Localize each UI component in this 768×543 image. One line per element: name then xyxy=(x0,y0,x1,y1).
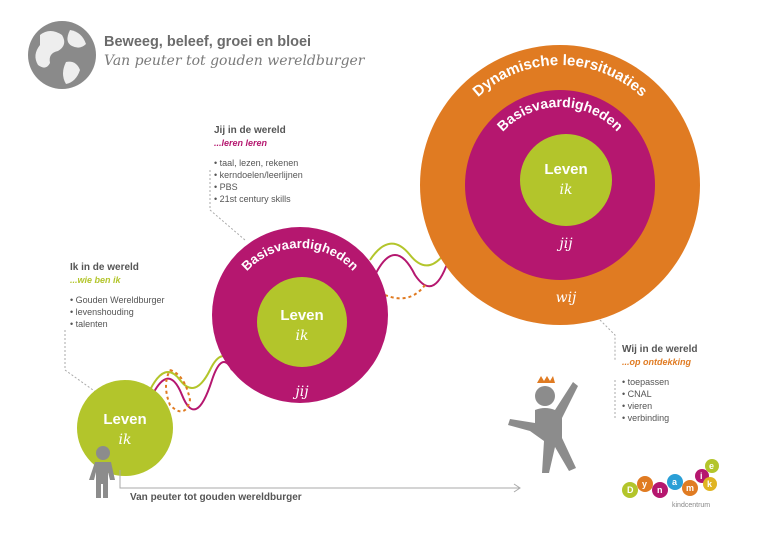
svg-text:n: n xyxy=(657,485,663,495)
ik-label-small: ik xyxy=(119,432,132,448)
page-title: Beweeg, beleef, groei en bloei xyxy=(104,34,312,50)
jumping-child-icon xyxy=(508,376,578,473)
svg-text:i: i xyxy=(700,471,703,481)
bottom-label: Van peuter tot gouden wereldburger xyxy=(130,492,302,503)
block-jij-sub: ...leren leren xyxy=(214,138,268,148)
jij-label-mid: jij xyxy=(292,384,309,400)
wij-label: wij xyxy=(556,290,577,306)
logo-subtitle: kindcentrum xyxy=(672,502,711,509)
list-item: kerndoelen/leerlijnen xyxy=(214,169,303,181)
circle-wij: Dynamische leersituaties Basisvaardighed… xyxy=(420,45,700,325)
jij-label-large: jij xyxy=(556,236,573,252)
circle-jij: Basisvaardigheden Leven ik jij xyxy=(212,227,388,403)
ik-label-large: ik xyxy=(560,182,573,198)
list-item: vieren xyxy=(622,400,697,412)
block-jij: Jij in de wereld ...leren leren taal, le… xyxy=(214,125,303,205)
block-wij-title: Wij in de wereld xyxy=(622,344,698,355)
svg-text:a: a xyxy=(672,477,678,487)
block-jij-title: Jij in de wereld xyxy=(214,125,286,136)
block-wij: Wij in de wereld ...op ontdekking toepas… xyxy=(622,344,697,424)
list-item: talenten xyxy=(70,318,165,330)
list-item: CNAL xyxy=(622,388,697,400)
block-ik-sub: ...wie ben ik xyxy=(70,275,121,285)
block-ik-title: Ik in de wereld xyxy=(70,262,139,273)
svg-text:y: y xyxy=(642,479,647,489)
bottom-arrow xyxy=(119,470,521,493)
ik-label-mid: ik xyxy=(296,328,309,344)
page-subtitle: Van peuter tot gouden wereldburger xyxy=(104,53,365,69)
list-item: levenshouding xyxy=(70,306,165,318)
globe-icon xyxy=(28,21,96,89)
child-silhouette-icon xyxy=(89,446,115,498)
list-item: Gouden Wereldburger xyxy=(70,294,165,306)
dynamiek-logo: D y n a m i e k xyxy=(622,459,719,498)
svg-text:k: k xyxy=(707,479,713,489)
svg-text:e: e xyxy=(709,461,714,471)
block-wij-sub: ...op ontdekking xyxy=(622,357,691,367)
list-item: taal, lezen, rekenen xyxy=(214,157,303,169)
leven-label-large: Leven xyxy=(544,161,587,178)
block-ik: Ik in de wereld ...wie ben ik Gouden Wer… xyxy=(70,262,165,330)
list-item: PBS xyxy=(214,181,303,193)
circle-ik: Leven ik xyxy=(77,380,173,476)
svg-text:m: m xyxy=(686,483,694,493)
leven-label-mid: Leven xyxy=(280,307,323,324)
leven-label-small: Leven xyxy=(103,411,146,428)
svg-text:D: D xyxy=(627,485,634,495)
list-item: verbinding xyxy=(622,412,697,424)
list-item: 21st century skills xyxy=(214,193,303,205)
list-item: toepassen xyxy=(622,376,697,388)
leader-lines xyxy=(64,170,616,420)
